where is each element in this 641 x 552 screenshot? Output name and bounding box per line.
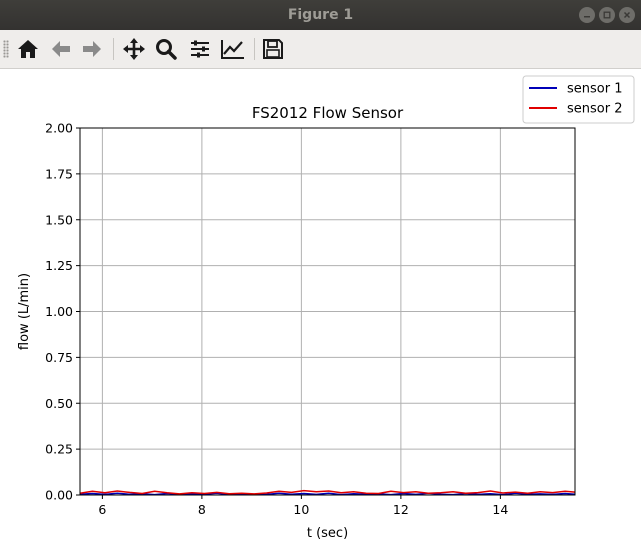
y-tick-label: 1.50 (45, 212, 73, 227)
flow-chart: 6 8 10 12 14 0.00 0.25 0.50 0.75 1.00 1.25 1.50 1.75… (17, 75, 635, 541)
window-titlebar: Figure 1 (0, 0, 641, 30)
back-arrow-icon[interactable] (47, 35, 75, 63)
y-tick-label: 1.00 (45, 304, 73, 319)
forward-arrow-icon[interactable] (78, 35, 106, 63)
y-tick-label: 2.00 (45, 121, 73, 136)
x-tick-label: 14 (492, 502, 508, 517)
toolbar-separator (113, 38, 114, 60)
home-icon[interactable] (14, 35, 42, 63)
figure-canvas[interactable]: 6 8 10 12 14 0.00 0.25 0.50 0.75 1.00 1.25 1.50 1.75… (0, 68, 641, 548)
chart-title: FS2012 Flow Sensor (252, 104, 404, 122)
y-tick-label: 1.75 (45, 166, 73, 181)
x-tick-label: 10 (293, 502, 309, 517)
x-axis-label: t (sec) (307, 526, 348, 541)
x-tick-label: 8 (198, 502, 206, 517)
close-icon[interactable] (619, 7, 635, 23)
save-icon[interactable] (259, 35, 287, 63)
y-tick-label: 0.25 (45, 442, 73, 457)
y-tick-label: 0.75 (45, 350, 73, 365)
toolbar-grip[interactable] (3, 40, 9, 58)
subplots-config-icon[interactable] (186, 35, 214, 63)
maximize-icon[interactable] (599, 7, 615, 23)
pan-icon[interactable] (120, 35, 148, 63)
minimize-icon[interactable] (579, 7, 595, 23)
window-title: Figure 1 (287, 7, 354, 23)
zoom-icon[interactable] (152, 35, 180, 63)
navigation-toolbar (0, 30, 641, 69)
y-axis-label: flow (L/min) (17, 273, 32, 350)
series-line-2 (79, 489, 576, 495)
edit-axes-icon[interactable] (219, 35, 247, 63)
y-tick-label: 0.00 (45, 488, 73, 503)
series-line-1 (79, 492, 576, 496)
legend-label: sensor 2 (567, 102, 623, 117)
toolbar-separator (254, 38, 255, 60)
x-tick-label: 6 (98, 502, 106, 517)
y-tick-label: 1.25 (45, 258, 73, 273)
x-tick-label: 12 (393, 502, 409, 517)
legend-label: sensor 1 (567, 82, 623, 97)
y-tick-label: 0.50 (45, 396, 73, 411)
